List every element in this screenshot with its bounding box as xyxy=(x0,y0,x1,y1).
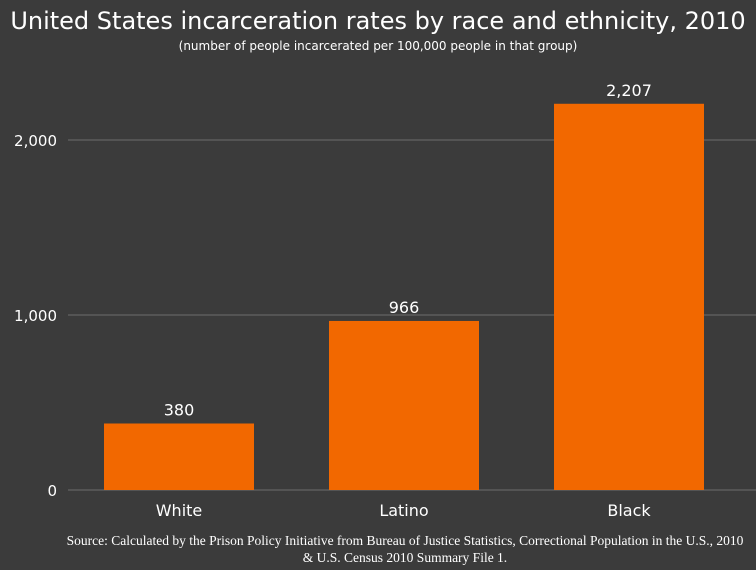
y-tick-label: 1,000 xyxy=(14,307,57,325)
bar-white xyxy=(104,423,254,490)
bar-black xyxy=(554,103,704,491)
bar-value-label: 966 xyxy=(389,298,420,317)
bar-value-label: 2,207 xyxy=(606,81,652,100)
y-tick-label: 0 xyxy=(47,482,57,500)
category-label: Black xyxy=(607,501,651,520)
source-note: Source: Calculated by the Prison Policy … xyxy=(66,533,744,565)
bar-value-label: 380 xyxy=(164,401,195,420)
chart-title: United States incarceration rates by rac… xyxy=(10,7,746,35)
chart-subtitle: (number of people incarcerated per 100,0… xyxy=(178,39,578,53)
category-label: White xyxy=(156,501,203,520)
bar-latino xyxy=(329,320,479,490)
y-tick-label: 2,000 xyxy=(14,132,57,150)
category-label: Latino xyxy=(379,501,428,520)
bars xyxy=(104,103,704,491)
labels: 0 1,000 2,000 380 White 966 Latino 2,207 Black xyxy=(14,81,652,520)
